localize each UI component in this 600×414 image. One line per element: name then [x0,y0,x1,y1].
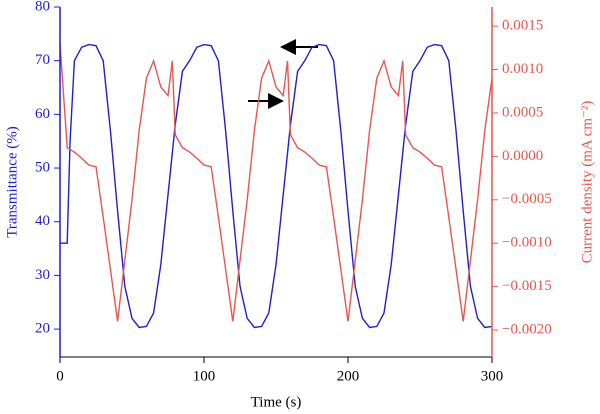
y2-tick-label: 0.0005 [502,104,543,120]
y2-tick-label: 0.0000 [502,148,543,164]
y2-tick-label: −0.0010 [502,235,552,251]
y2-tick-label: −0.0005 [502,191,552,207]
data-line [59,43,493,322]
y-axis-label: Transmittance (%) [4,126,20,238]
y-tick-label: 80 [35,0,50,14]
y-tick-label: 50 [35,159,50,175]
y2-tick-label: 0.0010 [502,61,543,77]
x-tick-label: 100 [193,368,216,384]
data-line [60,43,493,329]
y2-axis-label: Current density (mA cm⁻²) [579,101,595,264]
x-axis-label: Time (s) [251,394,302,410]
x-tick-label: 0 [56,368,64,384]
y-tick-label: 40 [35,213,50,229]
y-tick-label: 30 [35,267,50,283]
y2-tick-label: 0.0015 [502,18,543,34]
x-tick-label: 200 [337,368,360,384]
y-tick-label: 20 [35,321,50,337]
y2-tick-label: −0.0020 [502,322,552,338]
y2-tick-label: −0.0015 [502,278,552,294]
x-tick-label: 300 [481,368,504,384]
y-tick-label: 60 [35,106,50,122]
y-tick-label: 70 [35,52,50,68]
